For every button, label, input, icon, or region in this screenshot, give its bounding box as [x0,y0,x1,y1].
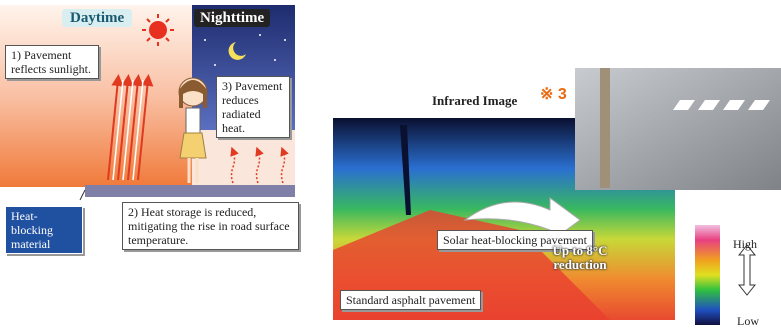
callout: 1) Pavement reflects sunlight. [5,45,99,79]
legend-high: High [733,237,757,251]
daytime-label: Daytime [62,9,132,27]
legend-low: Low [737,314,759,328]
callout: 3) Pavement reduces radiated heat. [216,76,290,138]
reduction-label: Up to 8°C reduction [540,244,620,272]
note-mark: ※ 3 [540,88,567,102]
image-title: Infrared Image [432,94,517,108]
callout: 2) Heat storage is reduced, mitigating t… [122,202,299,250]
standard-label: Standard asphalt pavement [340,290,481,310]
page: Daytime Nighttime 1) Pavement reflects s… [0,0,781,330]
nighttime-label: Nighttime [194,9,270,27]
illustration [0,0,781,330]
material-label: Heat-blocking material [5,206,83,254]
